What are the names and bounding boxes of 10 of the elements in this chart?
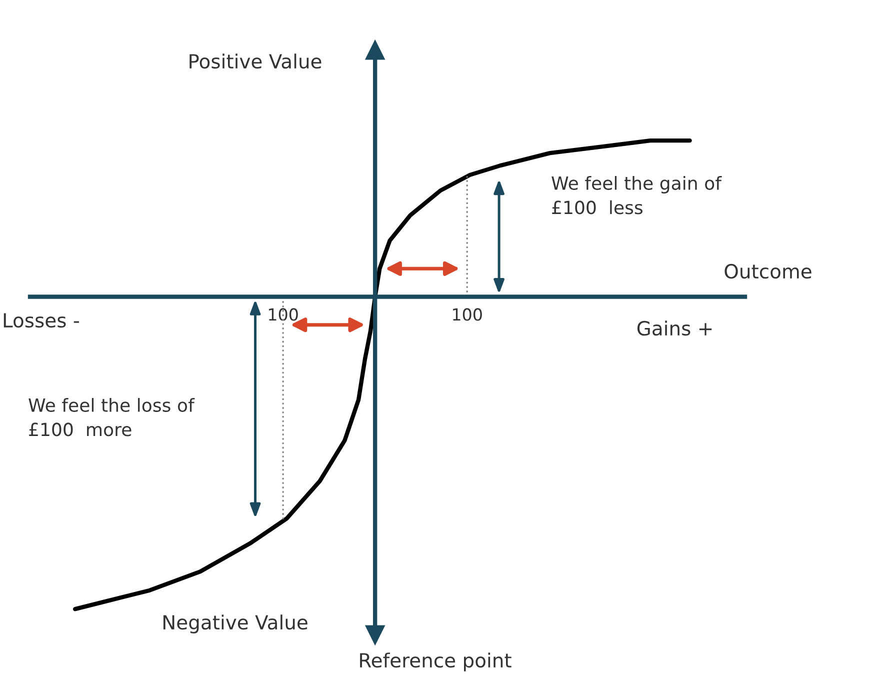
y-axis-title: Positive Value <box>190 54 322 69</box>
x-tick-label: 100 <box>453 308 482 321</box>
annotation: We feel the loss of £100 more <box>28 398 195 436</box>
annotation: Losses - <box>4 313 79 328</box>
text: Negative Value <box>163 614 308 634</box>
text: Reference point <box>360 652 512 672</box>
x-axis-title: Outcome <box>724 264 812 279</box>
x-tick-label: 100 <box>268 308 298 321</box>
annotation: Gains + <box>637 320 712 336</box>
annotation: We feel the gain of £100 less <box>552 176 722 214</box>
